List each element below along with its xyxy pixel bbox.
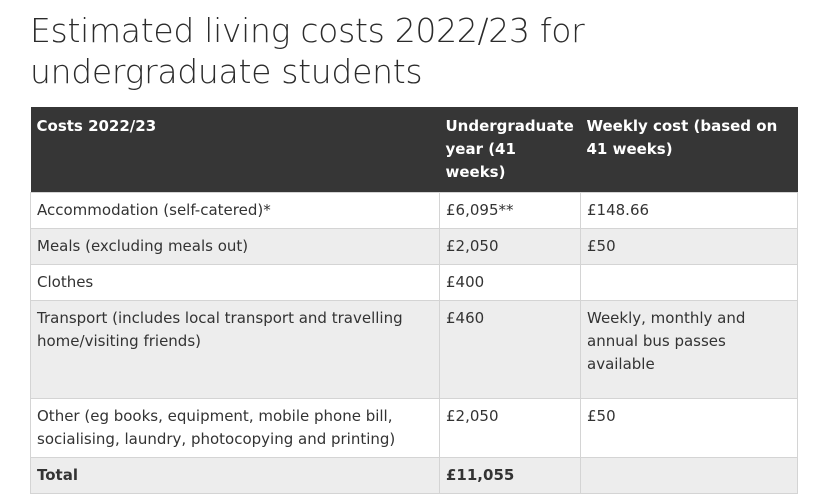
table-row-accommodation: Accommodation (self-catered)* £6,095** £… [30,192,798,229]
cell-year: £6,095** [439,192,581,229]
table-row-transport: Transport (includes local transport and … [30,300,798,399]
cell-item: Other (eg books, equipment, mobile phone… [30,398,440,458]
living-costs-table: Costs 2022/23 Undergraduate year (41 wee… [30,107,798,494]
cell-year: £460 [439,300,581,399]
cell-weekly: £50 [580,228,798,265]
cell-year: £2,050 [439,398,581,458]
cell-weekly [580,264,798,301]
cell-total-weekly [580,457,798,494]
table-row-meals: Meals (excluding meals out) £2,050 £50 [30,228,798,265]
page-title: Estimated living costs 2022/23 for under… [30,11,585,91]
cell-item: Clothes [30,264,440,301]
table-row-clothes: Clothes £400 [30,264,798,301]
header-weekly-cost: Weekly cost (based on 41 weeks) [580,107,798,193]
cell-weekly: £148.66 [580,192,798,229]
header-costs: Costs 2022/23 [30,107,440,193]
cell-weekly: Weekly, monthly and annual bus passes av… [580,300,798,399]
header-undergraduate-year: Undergraduate year (41 weeks) [439,107,581,193]
cell-item: Meals (excluding meals out) [30,228,440,265]
table-row-total: Total £11,055 [30,457,798,494]
cell-item: Accommodation (self-catered)* [30,192,440,229]
table-row-other: Other (eg books, equipment, mobile phone… [30,398,798,458]
table-header-row: Costs 2022/23 Undergraduate year (41 wee… [30,107,798,193]
cell-weekly: £50 [580,398,798,458]
cell-total-label: Total [30,457,440,494]
cell-total-year: £11,055 [439,457,581,494]
cell-item: Transport (includes local transport and … [30,300,440,399]
cell-year: £400 [439,264,581,301]
cell-year: £2,050 [439,228,581,265]
